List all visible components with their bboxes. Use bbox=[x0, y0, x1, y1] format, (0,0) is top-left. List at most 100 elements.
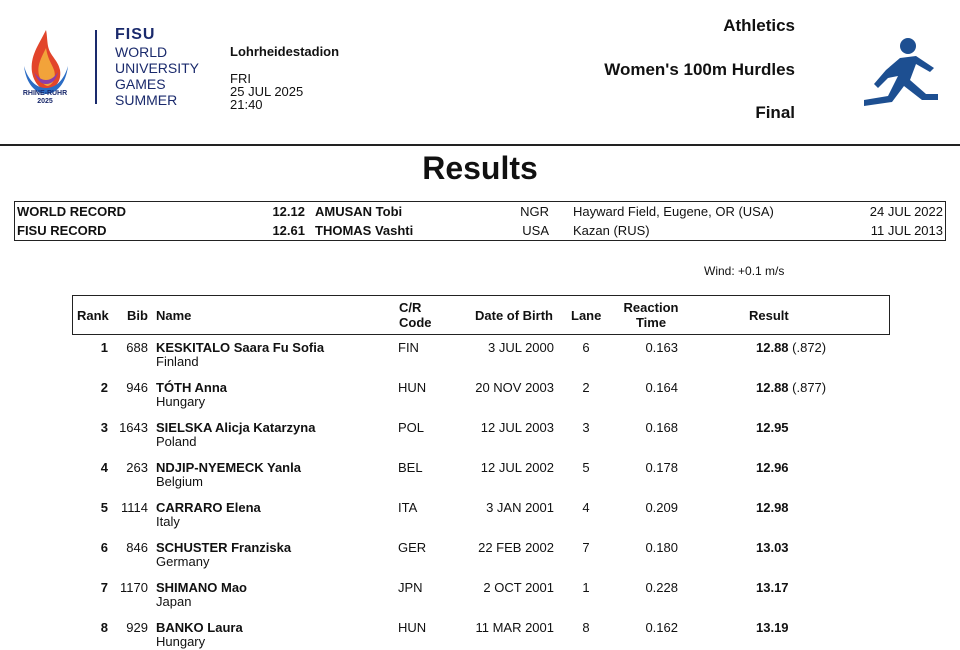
fisu-line: GAMES bbox=[115, 76, 166, 92]
cell-country: Japan bbox=[156, 594, 192, 609]
cell-rank: 7 bbox=[100, 580, 108, 595]
cell-result: 12.98 bbox=[756, 500, 789, 515]
record-mark: 12.12 bbox=[272, 204, 305, 219]
cell-bib: 846 bbox=[126, 540, 148, 555]
result-time: 13.19 bbox=[756, 620, 789, 635]
cell-reaction-time: 0.162 bbox=[645, 620, 678, 635]
column-header-rt-line: Reaction bbox=[623, 300, 679, 315]
table-row: 5 1114 CARRARO Elena Italy ITA 3 JAN 2001 4 0.2… bbox=[72, 498, 890, 538]
cell-dob: 22 FEB 2002 bbox=[478, 540, 554, 555]
cell-lane: 1 bbox=[582, 580, 590, 595]
column-header-lane: Lane bbox=[571, 308, 602, 323]
cell-name: NDJIP-NYEMECK Yanla bbox=[156, 460, 301, 475]
cell-lane: 7 bbox=[582, 540, 590, 555]
cell-dob: 12 JUL 2002 bbox=[480, 460, 554, 475]
cell-rank: 2 bbox=[100, 380, 108, 395]
cell-name: SIELSKA Alicja Katarzyna bbox=[156, 420, 316, 435]
cell-name: BANKO Laura bbox=[156, 620, 243, 635]
logo-caption-line: RHINE-RUHR bbox=[22, 90, 68, 97]
record-label: WORLD RECORD bbox=[17, 204, 127, 219]
record-row: WORLD RECORD 12.12 AMUSAN Tobi NGR Haywa… bbox=[15, 202, 945, 221]
cell-rank: 6 bbox=[100, 540, 108, 555]
fisu-wordmark: FISU WORLD UNIVERSITY GAMES SUMMER bbox=[115, 26, 199, 108]
cell-code: ITA bbox=[398, 500, 418, 515]
cell-dob: 2 OCT 2001 bbox=[483, 580, 554, 595]
result-time: 12.98 bbox=[756, 500, 789, 515]
cell-lane: 8 bbox=[582, 620, 590, 635]
record-mark: 12.61 bbox=[272, 223, 305, 238]
result-time: 12.95 bbox=[756, 420, 789, 435]
cell-result: 12.88 (.877) bbox=[756, 380, 826, 395]
cell-lane: 6 bbox=[582, 340, 590, 355]
record-label: FISU RECORD bbox=[17, 223, 107, 238]
table-row: 6 846 SCHUSTER Franziska Germany GER 22 FEB 2… bbox=[72, 538, 890, 578]
cell-lane: 5 bbox=[582, 460, 590, 475]
cell-result: 13.03 bbox=[756, 540, 789, 555]
cell-bib: 1643 bbox=[119, 420, 148, 435]
cell-reaction-time: 0.180 bbox=[645, 540, 678, 555]
event-datetime: FRI 25 JUL 2025 21:40 bbox=[230, 72, 303, 111]
result-time: 12.96 bbox=[756, 460, 789, 475]
result-time: 13.03 bbox=[756, 540, 789, 555]
event-day: FRI bbox=[230, 71, 251, 86]
table-row: 1 688 KESKITALO Saara Fu Sofia Finland FIN 3 … bbox=[72, 338, 890, 378]
cell-bib: 263 bbox=[126, 460, 148, 475]
cell-dob: 20 NOV 2003 bbox=[475, 380, 554, 395]
page-title: Results bbox=[422, 150, 538, 186]
table-row: 4 263 NDJIP-NYEMECK Yanla Belgium BEL 12 JUL … bbox=[72, 458, 890, 498]
record-holder: AMUSAN Tobi bbox=[315, 204, 403, 219]
cell-code: HUN bbox=[398, 380, 427, 395]
record-venue: Hayward Field, Eugene, OR (USA) bbox=[573, 204, 774, 219]
cell-country: Belgium bbox=[156, 474, 203, 489]
record-date: 24 JUL 2022 bbox=[869, 204, 943, 219]
cell-name: CARRARO Elena bbox=[156, 500, 261, 515]
results-table-header: Rank Bib Name C/R Code Date of Birth Lane… bbox=[72, 295, 890, 335]
column-header-rt-line: Time bbox=[635, 315, 667, 330]
cell-code: POL bbox=[398, 420, 425, 435]
event-phase: Final bbox=[755, 103, 795, 122]
cell-name: TÓTH Anna bbox=[156, 380, 228, 395]
cell-name: SCHUSTER Franziska bbox=[156, 540, 292, 555]
cell-result: 13.19 bbox=[756, 620, 789, 635]
cell-reaction-time: 0.168 bbox=[645, 420, 678, 435]
cell-country: Italy bbox=[156, 514, 180, 529]
record-holder: THOMAS Vashti bbox=[315, 223, 414, 238]
cell-name: KESKITALO Saara Fu Sofia bbox=[156, 340, 325, 355]
cell-code: BEL bbox=[398, 460, 423, 475]
logo-caption-year: 2025 bbox=[37, 98, 53, 105]
cell-rank: 1 bbox=[100, 340, 108, 355]
record-row: FISU RECORD 12.61 THOMAS Vashti USA Kaza… bbox=[15, 221, 945, 240]
record-nat: NGR bbox=[520, 204, 549, 219]
result-thousandths: (.877) bbox=[788, 380, 827, 395]
cell-bib: 1114 bbox=[121, 500, 148, 515]
column-header-dob: Date of Birth bbox=[475, 308, 553, 323]
fisu-line: SUMMER bbox=[115, 92, 178, 108]
cell-country: Poland bbox=[156, 434, 197, 449]
logo-divider bbox=[95, 30, 97, 104]
event-date: 25 JUL 2025 bbox=[230, 84, 304, 99]
column-header-code: C/R Code bbox=[399, 300, 432, 330]
cell-reaction-time: 0.163 bbox=[645, 340, 678, 355]
document-header: RHINE-RUHR 2025 FISU WORLD UNIVERSITY GA… bbox=[0, 0, 960, 146]
table-row: 2 946 TÓTH Anna Hungary HUN 20 NOV 2003 2 0.164… bbox=[72, 378, 890, 418]
record-nat: USA bbox=[522, 223, 549, 238]
table-row: 8 929 BANKO Laura Hungary HUN 11 MAR 2001 8 0.1… bbox=[72, 618, 890, 650]
cell-rank: 5 bbox=[100, 500, 108, 515]
column-header-code-line: C/R bbox=[399, 300, 422, 315]
cell-dob: 3 JAN 2001 bbox=[486, 500, 554, 515]
column-header-bib: Bib bbox=[127, 308, 148, 323]
cell-dob: 11 MAR 2001 bbox=[475, 620, 554, 635]
flame-emblem-icon bbox=[24, 30, 68, 94]
record-venue: Kazan (RUS) bbox=[573, 223, 650, 238]
results-table-body: 1 688 KESKITALO Saara Fu Sofia Finland FIN 3 … bbox=[72, 338, 890, 650]
cell-result: 12.96 bbox=[756, 460, 789, 475]
event-name: Women's 100m Hurdles bbox=[604, 60, 795, 79]
venue-name: Lohrheidestadion bbox=[230, 44, 340, 59]
cell-name: SHIMANO Mao bbox=[156, 580, 247, 595]
cell-rank: 8 bbox=[100, 620, 108, 635]
cell-dob: 3 JUL 2000 bbox=[487, 340, 554, 355]
result-thousandths: (.872) bbox=[788, 340, 827, 355]
cell-result: 12.88 (.872) bbox=[756, 340, 826, 355]
hurdles-runner-icon bbox=[864, 38, 938, 106]
cell-lane: 4 bbox=[582, 500, 590, 515]
